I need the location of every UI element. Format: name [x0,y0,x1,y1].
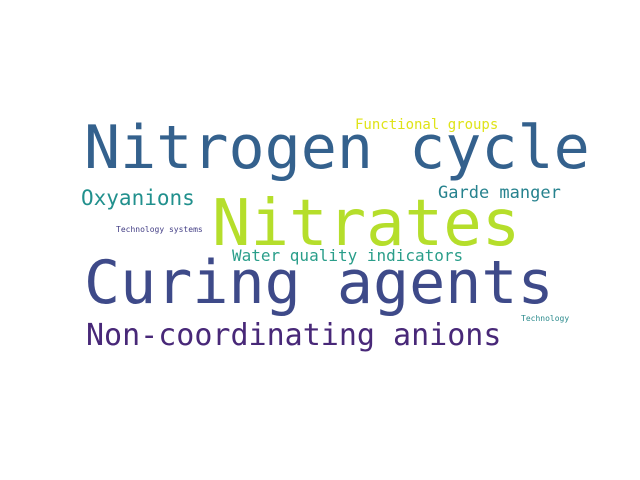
word-nitrates: Nitrates [212,187,521,261]
word-curing-agents: Curing agents [84,248,554,318]
word-non-coordinating-anions: Non-coordinating anions [86,318,502,353]
word-garde-manger: Garde manger [438,183,561,203]
word-water-quality-indicators: Water quality indicators [232,246,464,265]
word-technology-systems: Technology systems [116,225,203,234]
word-functional-groups: Functional groups [355,117,499,133]
word-oxyanions: Oxyanions [81,186,195,210]
word-technology: Technology [521,314,570,323]
word-nitrogen-cycle: Nitrogen cycle [84,113,590,183]
